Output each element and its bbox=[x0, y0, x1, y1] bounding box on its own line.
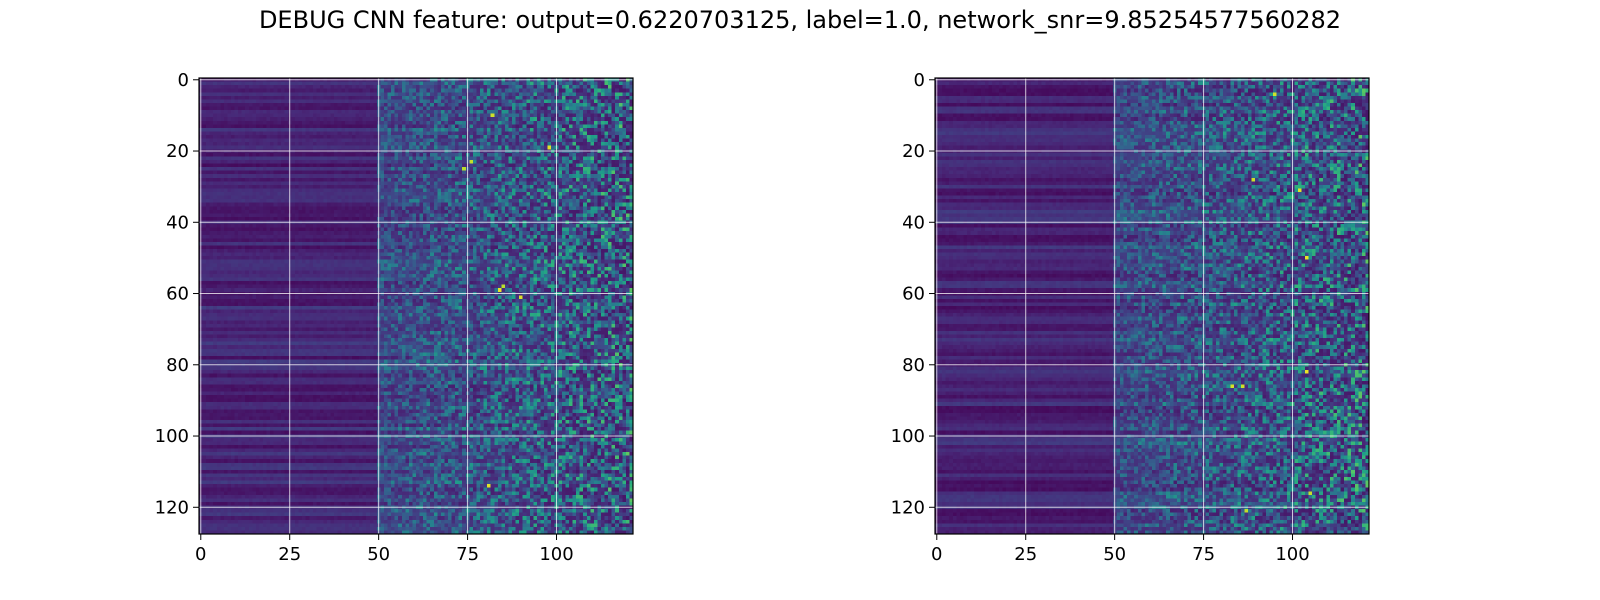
y-tick-label: 120 bbox=[155, 497, 189, 518]
y-tick-label: 20 bbox=[902, 141, 925, 162]
x-tick-label: 50 bbox=[1103, 544, 1126, 565]
y-tick-label: 100 bbox=[891, 426, 925, 447]
x-tick-label: 25 bbox=[278, 544, 301, 565]
y-tick-label: 60 bbox=[166, 284, 189, 305]
heatmap-cells bbox=[199, 78, 633, 534]
y-tick-label: 60 bbox=[902, 284, 925, 305]
y-tick-label: 0 bbox=[914, 70, 925, 91]
y-tick-label: 80 bbox=[166, 355, 189, 376]
heatmap-panel-2: 0 25 50 75 100 0 20 40 60 80 100 120 bbox=[891, 70, 1370, 565]
y-tick-label: 20 bbox=[166, 141, 189, 162]
y-tick-label: 0 bbox=[178, 70, 189, 91]
figure-title: DEBUG CNN feature: output=0.6220703125, … bbox=[258, 6, 1342, 34]
x-tick-label: 100 bbox=[1275, 544, 1309, 565]
x-tick-label: 0 bbox=[931, 544, 942, 565]
axes-frame bbox=[198, 77, 634, 535]
x-tick-label: 0 bbox=[195, 544, 206, 565]
x-tick-label: 25 bbox=[1014, 544, 1037, 565]
y-tick-label: 40 bbox=[166, 212, 189, 233]
heatmap-panel-1: 0 25 50 75 100 0 20 40 60 80 100 120 bbox=[155, 70, 634, 565]
x-tick-label: 100 bbox=[539, 544, 573, 565]
x-tick-label: 75 bbox=[456, 544, 479, 565]
y-tick-label: 80 bbox=[902, 355, 925, 376]
heatmap-cells bbox=[935, 78, 1369, 534]
axes-frame bbox=[934, 77, 1370, 535]
y-tick-label: 120 bbox=[891, 497, 925, 518]
x-tick-label: 75 bbox=[1192, 544, 1215, 565]
y-tick-label: 40 bbox=[902, 212, 925, 233]
y-tick-label: 100 bbox=[155, 426, 189, 447]
x-tick-label: 50 bbox=[367, 544, 390, 565]
